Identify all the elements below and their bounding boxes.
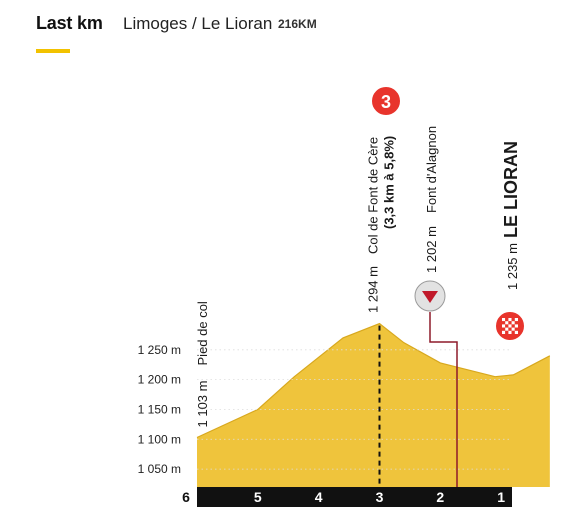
route-connector-line [429,312,458,487]
y-tick-label: 1 150 m [138,402,181,416]
font-alagnon-altitude-label: 1 202 m [424,226,439,273]
y-tick-label: 1 250 m [138,343,181,357]
col-detail-label: (3,3 km à 5,8%) [382,136,397,229]
header: Last km Limoges / Le Lioran 216KM [36,10,576,40]
km-bar [197,487,512,507]
elevation-line [196,322,551,439]
stage-distance: 216KM [278,17,317,31]
checkered-flag-icon [494,310,526,342]
y-tick-label: 1 100 m [138,432,181,446]
pied-name-label: Pied de col [195,301,210,365]
category-badge-label: 3 [381,92,391,112]
km-marker-label: 2 [436,489,444,505]
category-badge-icon [370,85,402,117]
finish-name-label: LE LIORAN [501,141,521,238]
title-underline [36,49,70,53]
km-marker-label: 5 [254,489,262,505]
col-name-label: Col de Font de Cère [366,137,381,254]
font-alagnon-name-label: Font d'Alagnon [424,126,439,213]
pied-altitude-label: 1 103 m [195,381,210,428]
page-title: Last km [36,13,103,33]
elevation-area [197,323,550,487]
km-marker-label: 1 [497,489,505,505]
red-triangle-shape [422,291,438,303]
km-marker-label: 3 [376,489,384,505]
finish-altitude-label: 1 235 m [505,243,520,290]
col-altitude-label: 1 294 m [366,266,381,313]
y-tick-label: 1 200 m [138,373,181,387]
km-marker-label: 6 [182,489,190,505]
y-tick-label: 1 050 m [138,462,181,476]
km-marker-label: 4 [315,489,323,505]
stage-route: Limoges / Le Lioran [123,14,273,33]
